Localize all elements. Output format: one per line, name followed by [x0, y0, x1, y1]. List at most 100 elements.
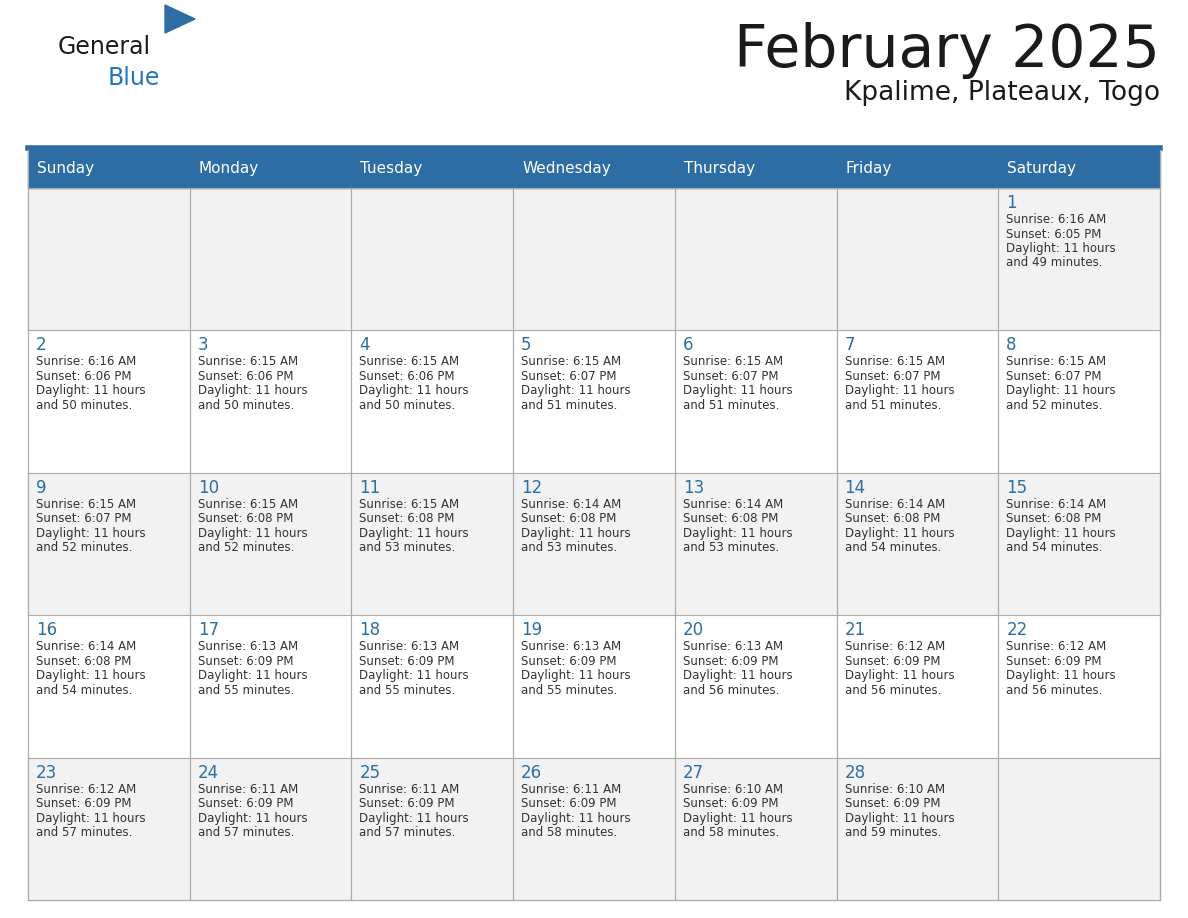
Text: Daylight: 11 hours: Daylight: 11 hours [36, 527, 146, 540]
Text: Sunset: 6:08 PM: Sunset: 6:08 PM [197, 512, 293, 525]
Text: 4: 4 [360, 336, 369, 354]
Text: Sunrise: 6:11 AM: Sunrise: 6:11 AM [360, 783, 460, 796]
Text: Thursday: Thursday [684, 162, 756, 176]
Text: Sunrise: 6:13 AM: Sunrise: 6:13 AM [683, 640, 783, 654]
Text: 5: 5 [522, 336, 532, 354]
Text: Sunrise: 6:14 AM: Sunrise: 6:14 AM [1006, 498, 1106, 510]
Text: 15: 15 [1006, 479, 1028, 497]
Text: 18: 18 [360, 621, 380, 639]
Text: Daylight: 11 hours: Daylight: 11 hours [845, 669, 954, 682]
Text: Daylight: 11 hours: Daylight: 11 hours [522, 812, 631, 824]
Text: 2: 2 [36, 336, 46, 354]
Text: Sunset: 6:08 PM: Sunset: 6:08 PM [845, 512, 940, 525]
Text: and 50 minutes.: and 50 minutes. [360, 399, 456, 412]
Text: and 58 minutes.: and 58 minutes. [683, 826, 779, 839]
Text: Wednesday: Wednesday [523, 162, 611, 176]
Text: and 53 minutes.: and 53 minutes. [683, 542, 779, 554]
Text: Sunset: 6:09 PM: Sunset: 6:09 PM [36, 797, 132, 810]
Text: Daylight: 11 hours: Daylight: 11 hours [36, 669, 146, 682]
Text: and 54 minutes.: and 54 minutes. [36, 684, 132, 697]
Text: Sunrise: 6:15 AM: Sunrise: 6:15 AM [360, 498, 460, 510]
Text: Sunset: 6:09 PM: Sunset: 6:09 PM [197, 655, 293, 667]
Text: Monday: Monday [198, 162, 259, 176]
Text: Sunrise: 6:14 AM: Sunrise: 6:14 AM [845, 498, 944, 510]
Text: Sunset: 6:07 PM: Sunset: 6:07 PM [522, 370, 617, 383]
Text: 22: 22 [1006, 621, 1028, 639]
Text: Sunset: 6:09 PM: Sunset: 6:09 PM [683, 797, 778, 810]
Text: 17: 17 [197, 621, 219, 639]
Text: Sunset: 6:09 PM: Sunset: 6:09 PM [845, 797, 940, 810]
Text: Daylight: 11 hours: Daylight: 11 hours [683, 669, 792, 682]
Text: 10: 10 [197, 479, 219, 497]
Text: and 49 minutes.: and 49 minutes. [1006, 256, 1102, 270]
Text: Sunrise: 6:13 AM: Sunrise: 6:13 AM [360, 640, 460, 654]
Text: Daylight: 11 hours: Daylight: 11 hours [197, 527, 308, 540]
Text: Sunset: 6:09 PM: Sunset: 6:09 PM [360, 797, 455, 810]
Text: Sunset: 6:06 PM: Sunset: 6:06 PM [36, 370, 132, 383]
Text: Daylight: 11 hours: Daylight: 11 hours [522, 669, 631, 682]
Text: 23: 23 [36, 764, 57, 781]
Text: 7: 7 [845, 336, 855, 354]
Text: Saturday: Saturday [1007, 162, 1076, 176]
Text: 13: 13 [683, 479, 704, 497]
Text: Sunrise: 6:12 AM: Sunrise: 6:12 AM [1006, 640, 1106, 654]
Text: 25: 25 [360, 764, 380, 781]
Text: General: General [58, 35, 151, 59]
Text: Kpalime, Plateaux, Togo: Kpalime, Plateaux, Togo [843, 80, 1159, 106]
Text: 16: 16 [36, 621, 57, 639]
Text: and 50 minutes.: and 50 minutes. [36, 399, 132, 412]
Text: Daylight: 11 hours: Daylight: 11 hours [845, 385, 954, 397]
Text: 6: 6 [683, 336, 694, 354]
Text: Daylight: 11 hours: Daylight: 11 hours [683, 527, 792, 540]
Text: Daylight: 11 hours: Daylight: 11 hours [683, 385, 792, 397]
Text: Sunrise: 6:11 AM: Sunrise: 6:11 AM [522, 783, 621, 796]
Text: Sunset: 6:09 PM: Sunset: 6:09 PM [197, 797, 293, 810]
Text: 1: 1 [1006, 194, 1017, 212]
Text: Sunrise: 6:16 AM: Sunrise: 6:16 AM [1006, 213, 1106, 226]
Text: 8: 8 [1006, 336, 1017, 354]
Text: and 50 minutes.: and 50 minutes. [197, 399, 293, 412]
Text: Sunrise: 6:15 AM: Sunrise: 6:15 AM [522, 355, 621, 368]
Text: 9: 9 [36, 479, 46, 497]
Text: Daylight: 11 hours: Daylight: 11 hours [1006, 669, 1116, 682]
Text: Sunrise: 6:12 AM: Sunrise: 6:12 AM [36, 783, 137, 796]
Text: and 52 minutes.: and 52 minutes. [1006, 399, 1102, 412]
Text: Daylight: 11 hours: Daylight: 11 hours [522, 385, 631, 397]
Text: and 57 minutes.: and 57 minutes. [197, 826, 295, 839]
Text: Sunset: 6:08 PM: Sunset: 6:08 PM [360, 512, 455, 525]
Text: Sunrise: 6:10 AM: Sunrise: 6:10 AM [845, 783, 944, 796]
Text: Sunset: 6:09 PM: Sunset: 6:09 PM [845, 655, 940, 667]
Text: Daylight: 11 hours: Daylight: 11 hours [360, 669, 469, 682]
Text: 26: 26 [522, 764, 542, 781]
Text: Sunset: 6:06 PM: Sunset: 6:06 PM [197, 370, 293, 383]
Text: and 56 minutes.: and 56 minutes. [683, 684, 779, 697]
Text: Sunset: 6:08 PM: Sunset: 6:08 PM [1006, 512, 1101, 525]
Text: and 51 minutes.: and 51 minutes. [683, 399, 779, 412]
Text: Daylight: 11 hours: Daylight: 11 hours [1006, 385, 1116, 397]
Text: and 55 minutes.: and 55 minutes. [522, 684, 618, 697]
Text: Sunrise: 6:15 AM: Sunrise: 6:15 AM [1006, 355, 1106, 368]
Text: Sunset: 6:09 PM: Sunset: 6:09 PM [1006, 655, 1101, 667]
Text: and 54 minutes.: and 54 minutes. [1006, 542, 1102, 554]
Text: Daylight: 11 hours: Daylight: 11 hours [36, 385, 146, 397]
Text: and 51 minutes.: and 51 minutes. [845, 399, 941, 412]
Text: and 51 minutes.: and 51 minutes. [522, 399, 618, 412]
Text: Sunrise: 6:15 AM: Sunrise: 6:15 AM [683, 355, 783, 368]
Text: 20: 20 [683, 621, 704, 639]
Text: Sunset: 6:08 PM: Sunset: 6:08 PM [522, 512, 617, 525]
Text: Daylight: 11 hours: Daylight: 11 hours [360, 385, 469, 397]
Text: Sunrise: 6:15 AM: Sunrise: 6:15 AM [197, 498, 298, 510]
Text: Sunset: 6:07 PM: Sunset: 6:07 PM [36, 512, 132, 525]
Text: 21: 21 [845, 621, 866, 639]
Text: 28: 28 [845, 764, 866, 781]
Text: 11: 11 [360, 479, 380, 497]
Text: Sunrise: 6:14 AM: Sunrise: 6:14 AM [36, 640, 137, 654]
Text: Sunset: 6:07 PM: Sunset: 6:07 PM [845, 370, 940, 383]
Text: Sunset: 6:06 PM: Sunset: 6:06 PM [360, 370, 455, 383]
Text: Sunrise: 6:14 AM: Sunrise: 6:14 AM [683, 498, 783, 510]
Text: Sunrise: 6:16 AM: Sunrise: 6:16 AM [36, 355, 137, 368]
Text: Sunset: 6:08 PM: Sunset: 6:08 PM [683, 512, 778, 525]
Text: Sunrise: 6:14 AM: Sunrise: 6:14 AM [522, 498, 621, 510]
Text: and 55 minutes.: and 55 minutes. [360, 684, 456, 697]
Text: Daylight: 11 hours: Daylight: 11 hours [683, 812, 792, 824]
